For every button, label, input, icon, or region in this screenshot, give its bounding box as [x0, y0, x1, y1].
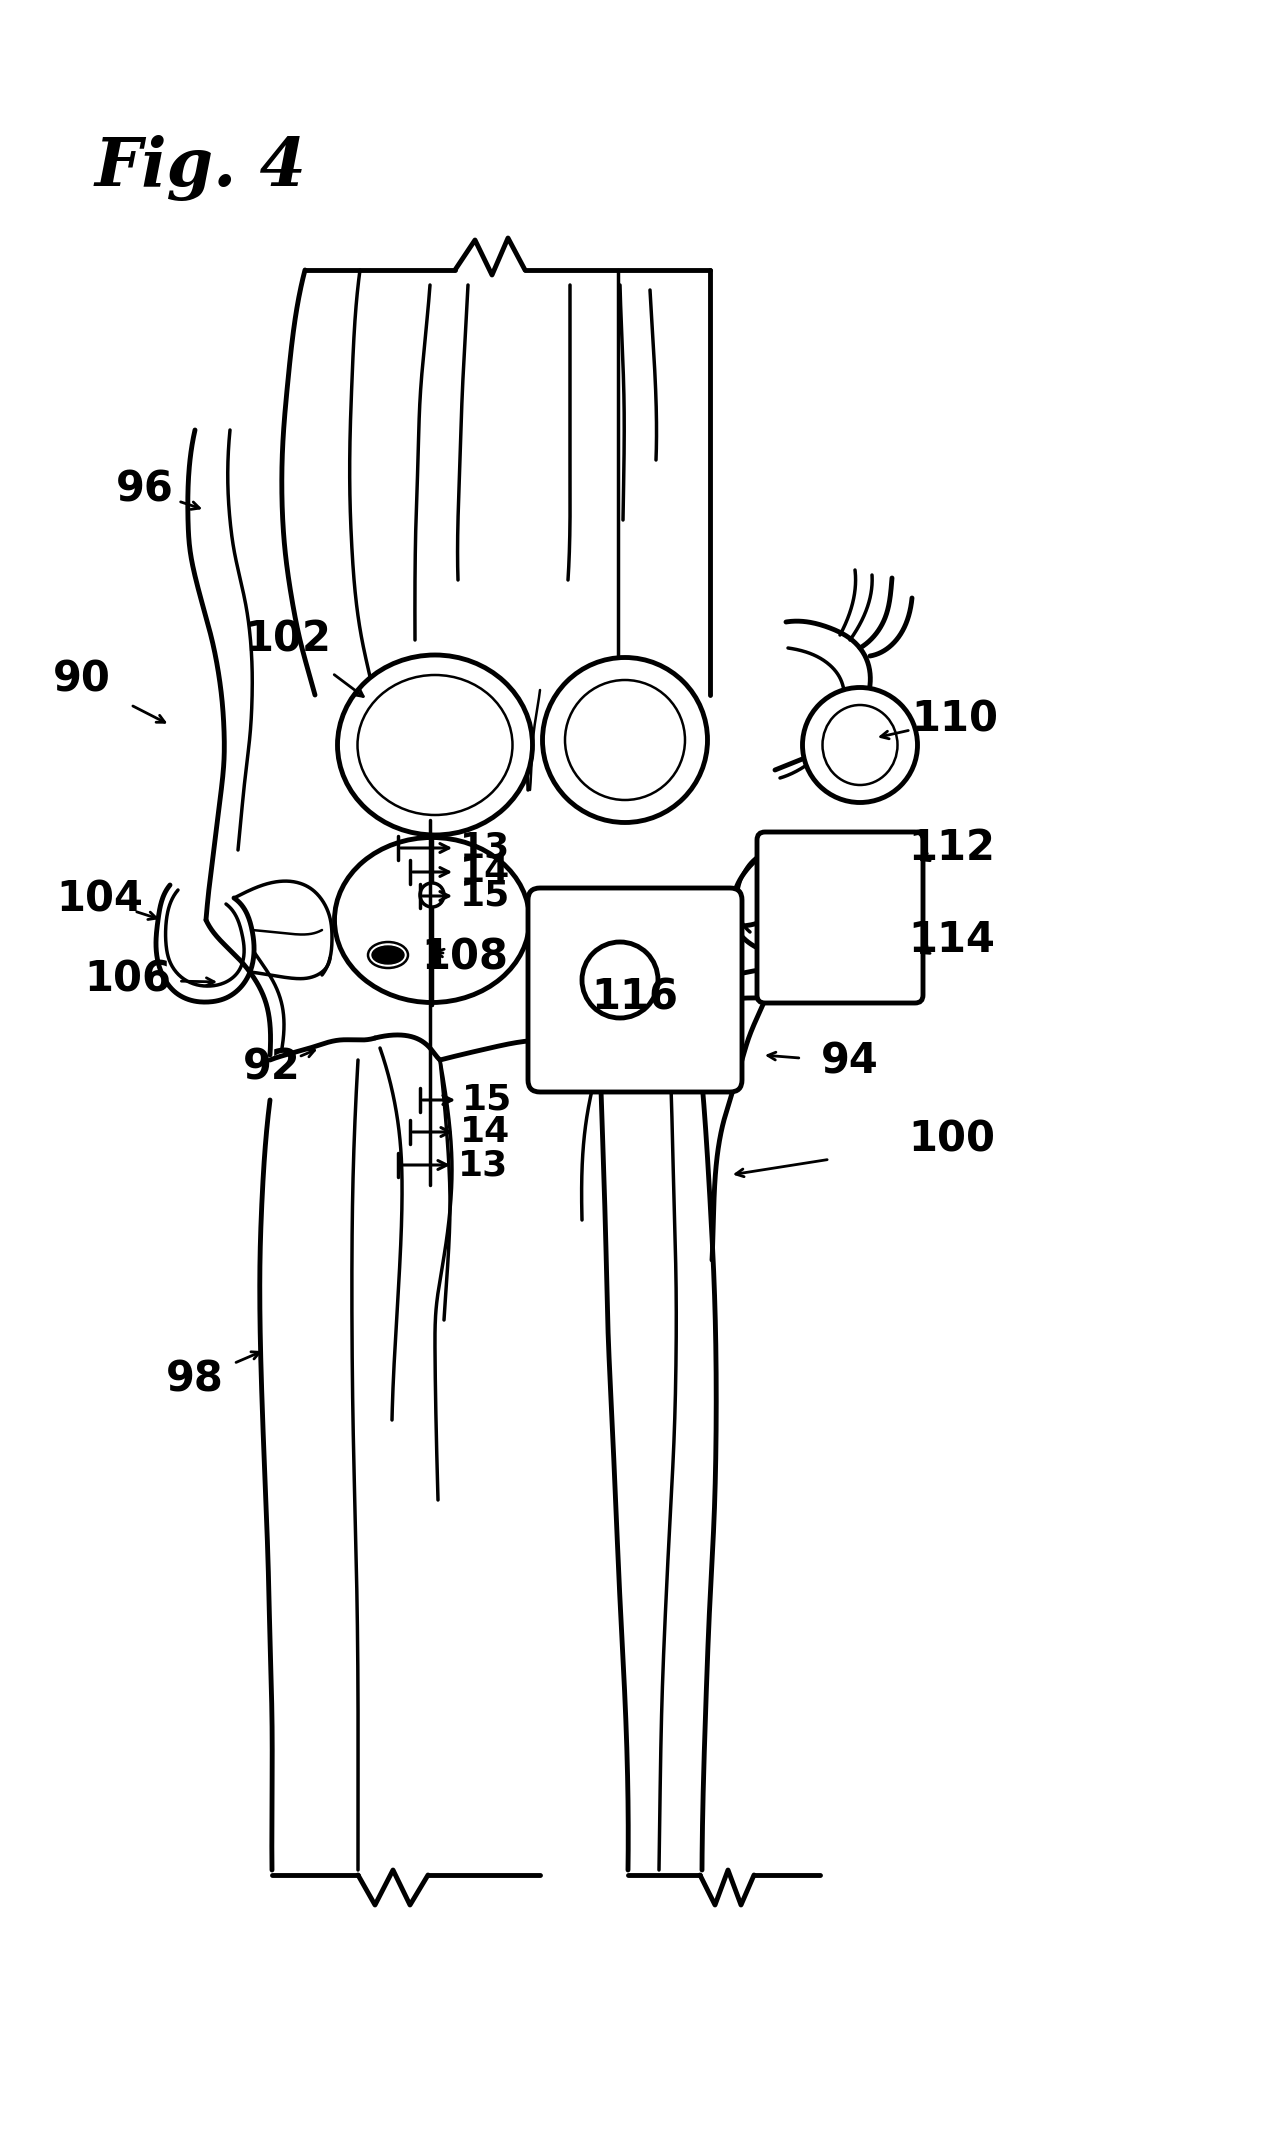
Text: Fig. 4: Fig. 4	[95, 134, 306, 200]
Circle shape	[582, 942, 658, 1017]
Ellipse shape	[334, 838, 529, 1002]
Ellipse shape	[338, 655, 533, 836]
Ellipse shape	[803, 687, 918, 802]
Text: 15: 15	[460, 878, 510, 912]
Text: 110: 110	[912, 699, 999, 742]
Ellipse shape	[543, 657, 708, 823]
Text: 96: 96	[116, 469, 173, 512]
Ellipse shape	[372, 947, 404, 964]
Text: 15: 15	[462, 1083, 513, 1117]
Text: 98: 98	[166, 1358, 224, 1401]
Text: 13: 13	[460, 831, 510, 866]
Text: 14: 14	[460, 1115, 510, 1149]
Text: 90: 90	[53, 659, 111, 701]
Circle shape	[420, 883, 444, 906]
Text: 112: 112	[909, 827, 995, 870]
Text: 104: 104	[57, 878, 143, 921]
Text: 114: 114	[909, 919, 995, 962]
Text: 94: 94	[822, 1040, 879, 1083]
Text: 92: 92	[243, 1047, 301, 1089]
Text: 100: 100	[909, 1119, 995, 1162]
Text: 102: 102	[244, 618, 332, 661]
Text: 106: 106	[85, 959, 171, 1002]
Text: 108: 108	[422, 936, 509, 979]
FancyBboxPatch shape	[757, 831, 923, 1002]
FancyBboxPatch shape	[528, 889, 742, 1092]
Text: 116: 116	[591, 976, 679, 1019]
Text: 14: 14	[460, 855, 510, 889]
Text: 13: 13	[458, 1147, 508, 1181]
